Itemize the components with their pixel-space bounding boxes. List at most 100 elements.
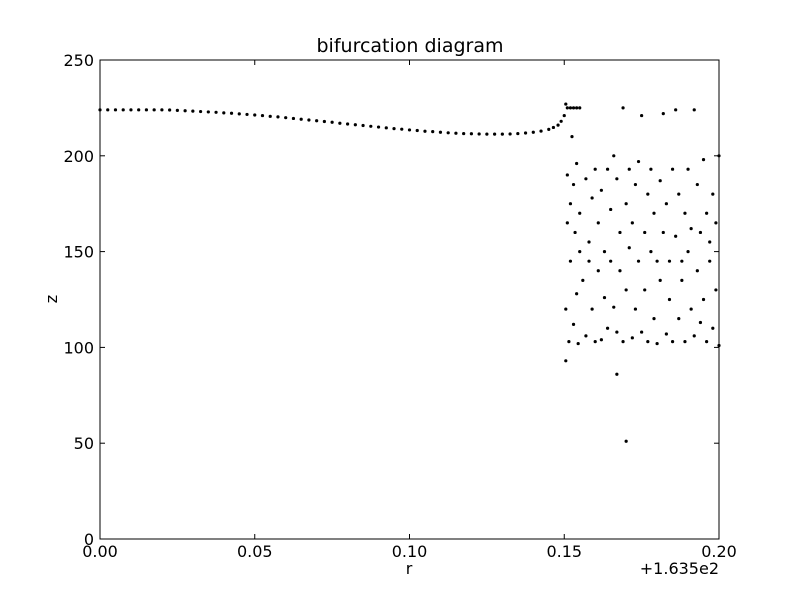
x-tick-label: 0.20 xyxy=(701,542,737,561)
point xyxy=(667,259,672,263)
point xyxy=(708,259,712,263)
point xyxy=(612,305,616,309)
point xyxy=(431,130,435,134)
point xyxy=(556,123,560,127)
point xyxy=(567,340,571,344)
point xyxy=(655,341,659,346)
point xyxy=(587,259,591,263)
point xyxy=(686,250,690,254)
point xyxy=(599,338,603,342)
point xyxy=(636,259,641,263)
point xyxy=(677,317,681,321)
point xyxy=(575,161,579,166)
point xyxy=(667,297,672,302)
point xyxy=(276,115,280,119)
point xyxy=(222,111,226,115)
point xyxy=(214,110,218,114)
point xyxy=(590,196,594,200)
point xyxy=(698,230,703,235)
point xyxy=(677,192,681,196)
point xyxy=(627,167,631,171)
point xyxy=(578,211,582,215)
point xyxy=(369,124,373,128)
point xyxy=(493,132,497,136)
point xyxy=(508,132,512,136)
point xyxy=(462,131,466,136)
point xyxy=(568,106,573,110)
point xyxy=(338,121,342,125)
point xyxy=(618,230,622,235)
point xyxy=(633,307,638,311)
point xyxy=(630,221,634,225)
point xyxy=(477,132,481,136)
point xyxy=(701,158,706,162)
point xyxy=(714,221,718,225)
point xyxy=(229,111,234,115)
point xyxy=(646,340,650,344)
point xyxy=(500,132,504,136)
point xyxy=(570,135,574,139)
point xyxy=(602,295,607,300)
point xyxy=(705,211,709,215)
point xyxy=(692,334,696,338)
point xyxy=(564,359,568,363)
point xyxy=(551,125,556,130)
point xyxy=(559,119,563,123)
point xyxy=(636,159,641,164)
x-tick-label: 0.05 xyxy=(237,542,273,561)
point xyxy=(717,154,721,158)
point xyxy=(643,230,647,235)
point xyxy=(661,230,665,235)
point xyxy=(168,108,172,112)
point xyxy=(392,126,396,131)
point xyxy=(701,297,706,302)
point xyxy=(144,108,149,112)
point xyxy=(315,119,319,123)
point xyxy=(615,177,619,181)
point xyxy=(562,113,566,118)
x-tick-label: 0.10 xyxy=(392,542,428,561)
point xyxy=(646,192,650,196)
point xyxy=(621,106,625,110)
point xyxy=(568,259,573,263)
chart-title: bifurcation diagram xyxy=(317,35,504,57)
point xyxy=(523,131,528,135)
x-axis-label: r xyxy=(406,559,413,578)
point xyxy=(661,112,665,116)
point xyxy=(605,167,610,171)
point xyxy=(649,167,653,171)
point xyxy=(346,122,350,126)
point xyxy=(705,340,709,344)
point xyxy=(322,119,326,124)
point xyxy=(624,202,628,206)
y-tick-label: 0 xyxy=(84,530,94,549)
point xyxy=(605,326,610,330)
point xyxy=(664,332,668,336)
point xyxy=(587,240,591,244)
point xyxy=(711,192,715,196)
point xyxy=(649,250,653,254)
point xyxy=(680,259,684,263)
point xyxy=(714,288,718,292)
point xyxy=(708,240,712,244)
point xyxy=(113,108,118,112)
point xyxy=(384,126,388,130)
point xyxy=(695,269,699,273)
point xyxy=(571,322,576,327)
y-tick-label: 200 xyxy=(63,147,94,166)
point xyxy=(615,372,619,376)
point xyxy=(175,108,179,112)
point xyxy=(683,211,687,215)
point xyxy=(485,132,489,136)
point xyxy=(692,108,696,112)
y-tick-label: 50 xyxy=(74,434,94,453)
point xyxy=(137,108,141,112)
point xyxy=(593,167,597,171)
point xyxy=(206,110,210,114)
point xyxy=(576,341,580,346)
y-tick-label: 100 xyxy=(63,338,94,357)
point xyxy=(415,128,419,133)
point xyxy=(307,118,311,122)
